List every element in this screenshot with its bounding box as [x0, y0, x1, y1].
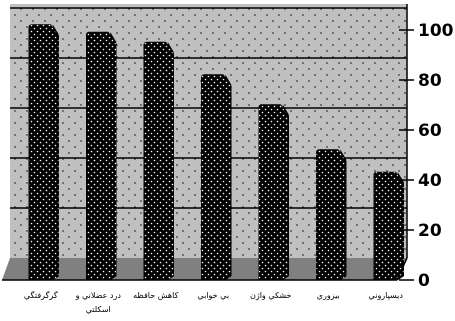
y-tick-label: 60 [418, 121, 442, 141]
bar [28, 24, 59, 281]
y-tick-labels: 0 20 40 60 80 100 [399, 21, 454, 291]
bar [258, 104, 289, 281]
x-category-label: خشكي واژن [250, 291, 292, 300]
y-tick-label: 80 [418, 71, 442, 91]
bar [316, 149, 347, 281]
bars [28, 24, 404, 281]
x-category-label: درد عضلاني و اسكلتي [75, 291, 122, 314]
bar [86, 31, 117, 281]
bar [143, 41, 174, 281]
y-tick-label: 20 [418, 221, 442, 241]
x-category-label: ديسپاروني [369, 291, 404, 300]
x-category-label: بي خوابي [197, 291, 229, 300]
x-category-label: گرگرفتگي [24, 290, 58, 300]
x-category-label: بيزوري [317, 291, 340, 300]
x-category-label: كاهش حافظه [133, 291, 178, 300]
x-category-labels: گرگرفتگي درد عضلاني و اسكلتي كاهش حافظه بي خ… [24, 290, 404, 314]
bar [373, 171, 404, 281]
y-axis: 0 20 40 60 80 100 [2, 4, 454, 291]
bar [201, 74, 232, 281]
y-tick-label: 100 [418, 21, 454, 41]
y-tick-label: 0 [418, 271, 430, 291]
y-tick-label: 40 [418, 171, 442, 191]
